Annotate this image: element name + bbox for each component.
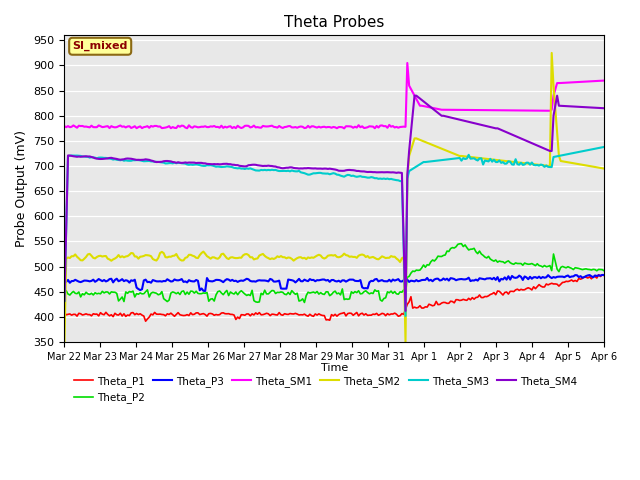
Line: Theta_SM2: Theta_SM2 [65, 53, 604, 345]
Theta_SM1 [519, 108, 527, 113]
Line: Theta_P2: Theta_P2 [65, 244, 604, 302]
Theta_SM4 [382, 169, 390, 175]
Theta_SM1 [403, 60, 411, 66]
Theta_P3 [382, 278, 390, 284]
Theta_P3 [600, 272, 608, 278]
Theta_P3 [393, 277, 401, 283]
Y-axis label: Probe Output (mV): Probe Output (mV) [15, 130, 28, 247]
Theta_SM3 [600, 144, 608, 150]
Theta_SM3 [382, 176, 390, 182]
Theta_P2 [519, 262, 527, 268]
Theta_SM3 [380, 176, 388, 181]
Theta_SM4 [411, 93, 419, 98]
Line: Theta_SM1: Theta_SM1 [65, 63, 604, 128]
Theta_SM3 [62, 226, 70, 231]
X-axis label: Time: Time [321, 363, 348, 373]
Theta_SM4 [519, 136, 527, 142]
Theta_P2 [62, 288, 70, 294]
Theta_SM1 [383, 125, 391, 131]
Theta_P1 [382, 313, 390, 319]
Theta_SM2 [600, 166, 608, 171]
Theta_SM1 [340, 125, 348, 131]
Theta_SM4 [380, 169, 388, 175]
Theta_P3 [62, 279, 70, 285]
Theta_P2 [553, 266, 561, 272]
Theta_SM2 [62, 256, 70, 262]
Theta_SM2 [548, 50, 556, 56]
Theta_SM1 [600, 78, 608, 84]
Theta_SM2 [515, 160, 523, 166]
Line: Theta_SM4: Theta_SM4 [65, 96, 604, 311]
Theta_P2 [458, 241, 465, 247]
Theta_P1 [517, 287, 525, 292]
Theta_SM3 [402, 313, 410, 319]
Theta_P2 [301, 300, 308, 305]
Theta_P1 [552, 281, 559, 287]
Theta_SM4 [62, 225, 70, 231]
Legend: Theta_P1, Theta_P2, Theta_P3, Theta_SM1, Theta_SM2, Theta_SM3, Theta_SM4: Theta_P1, Theta_P2, Theta_P3, Theta_SM1,… [70, 372, 581, 408]
Theta_P1 [393, 312, 401, 317]
Theta_SM4 [402, 308, 410, 314]
Theta_P3 [202, 288, 209, 294]
Theta_P1 [142, 318, 150, 324]
Theta_P3 [383, 278, 391, 284]
Theta_SM2 [391, 254, 399, 260]
Theta_SM4 [600, 105, 608, 111]
Theta_P1 [383, 311, 391, 317]
Theta_P3 [61, 278, 68, 284]
Title: Theta Probes: Theta Probes [284, 15, 385, 30]
Theta_P3 [517, 274, 525, 280]
Theta_SM1 [382, 123, 390, 129]
Theta_P2 [600, 268, 608, 274]
Theta_SM3 [517, 160, 525, 166]
Theta_SM2 [382, 255, 390, 261]
Theta_SM4 [61, 298, 68, 303]
Theta_P1 [600, 273, 608, 278]
Theta_P2 [61, 288, 68, 294]
Theta_SM1 [62, 124, 70, 130]
Theta_P2 [382, 295, 390, 300]
Theta_SM2 [61, 342, 68, 348]
Line: Theta_SM3: Theta_SM3 [65, 147, 604, 316]
Theta_SM3 [391, 177, 399, 183]
Theta_SM1 [61, 123, 68, 129]
Theta_SM1 [393, 124, 401, 130]
Theta_P1 [595, 272, 602, 277]
Theta_SM3 [61, 298, 68, 304]
Theta_SM4 [553, 93, 561, 98]
Line: Theta_P3: Theta_P3 [65, 275, 604, 291]
Theta_SM1 [553, 80, 561, 86]
Theta_P2 [393, 291, 401, 297]
Line: Theta_P1: Theta_P1 [65, 275, 604, 321]
Text: SI_mixed: SI_mixed [72, 41, 128, 51]
Theta_SM3 [552, 154, 559, 159]
Theta_SM2 [380, 254, 388, 260]
Theta_P3 [598, 272, 606, 278]
Theta_P1 [62, 312, 70, 318]
Theta_SM2 [552, 106, 559, 112]
Theta_SM4 [391, 169, 399, 175]
Theta_P1 [61, 310, 68, 315]
Theta_P3 [552, 275, 559, 280]
Theta_P2 [383, 289, 391, 295]
